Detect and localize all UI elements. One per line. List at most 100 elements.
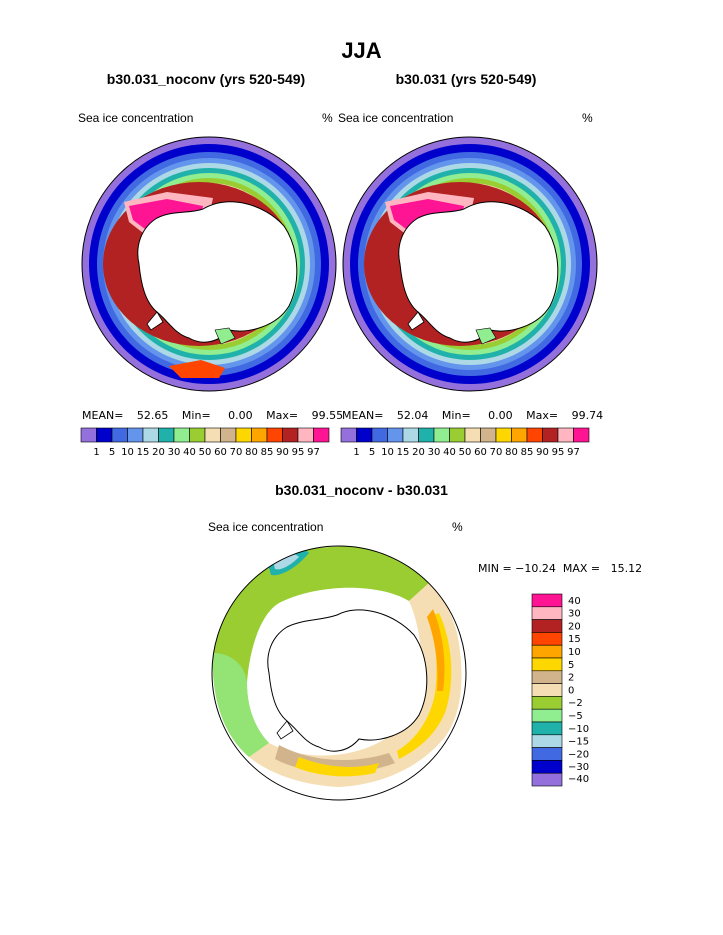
- right-mean-label: MEAN=: [342, 409, 384, 422]
- colorbar-label: 20: [152, 447, 165, 458]
- colorbar-swatch: [433, 427, 450, 443]
- map-left: [81, 136, 337, 392]
- diff-minmax: MIN = −10.24 MAX = 15.12: [478, 562, 643, 575]
- diff-colorbar-swatch: [531, 734, 563, 748]
- colorbar-swatch: [189, 427, 206, 443]
- diff-colorbar-swatch: [531, 683, 563, 697]
- colorbar-swatch: [142, 427, 159, 443]
- colorbar-swatch: [511, 427, 528, 443]
- diff-title: b30.031_noconv - b30.031: [275, 482, 448, 498]
- panel-right-title: b30.031 (yrs 520-549): [395, 71, 537, 87]
- left-stats: MEAN= 52.65 Min= 0.00 Max= 99.55: [82, 409, 343, 422]
- colorbar-swatch: [127, 427, 144, 443]
- diff-colorbar-swatch: [531, 708, 563, 723]
- colorbar-swatch: [313, 427, 330, 443]
- left-min-value: 0.00: [228, 409, 253, 422]
- colorbar-label: 40: [443, 447, 456, 458]
- diff-colorbar-label: 15: [568, 634, 581, 645]
- colorbar-swatch: [402, 427, 419, 443]
- right-min-label: Min=: [441, 409, 471, 422]
- diff-colorbar-label: −10: [568, 724, 589, 735]
- colorbar-swatch: [464, 427, 481, 443]
- colorbar-label: 80: [245, 447, 258, 458]
- colorbar-swatch: [204, 427, 221, 443]
- diff-colorbar-label: −40: [568, 774, 589, 785]
- colorbar-label: 1: [93, 447, 99, 458]
- diff-colorbar-label: −30: [568, 762, 589, 773]
- colorbar-label: 90: [536, 447, 549, 458]
- colorbar-swatch: [96, 427, 113, 443]
- colorbar-label: 15: [397, 447, 410, 458]
- diff-variable: Sea ice concentration: [208, 520, 324, 534]
- map-right: [342, 136, 598, 392]
- colorbar-label: 10: [121, 447, 134, 458]
- diff-colorbar-swatch: [531, 696, 563, 710]
- colorbar-label: 97: [307, 447, 320, 458]
- colorbar-label: 70: [490, 447, 503, 458]
- diff-colorbar-label: −15: [568, 737, 589, 748]
- right-max-value: 99.74: [571, 409, 604, 422]
- diff-colorbar-swatch: [531, 644, 563, 659]
- colorbar-swatch: [526, 427, 543, 443]
- left-max-label: Max=: [266, 409, 299, 422]
- panel-right-variable: Sea ice concentration: [338, 111, 454, 125]
- diff-colorbar-swatch: [531, 606, 563, 620]
- colorbar-swatch: [297, 427, 314, 443]
- diff-colorbar-swatch: [531, 619, 563, 633]
- colorbar-swatch: [371, 427, 388, 443]
- diff-colorbar-label: 5: [568, 660, 574, 671]
- diff-colorbar-label: −2: [568, 698, 583, 709]
- colorbar-label: 80: [505, 447, 518, 458]
- diff-colorbar-label: −5: [568, 711, 583, 722]
- colorbar-swatch: [251, 427, 268, 443]
- colorbar-label: 95: [552, 447, 565, 458]
- colorbar-label: 20: [412, 447, 425, 458]
- colorbar-right: 1 5 10 15 20 30 40 50 60 70 80 85 90 95 97: [340, 427, 590, 458]
- diff-colorbar-swatch: [531, 760, 563, 774]
- left-mean-value: 52.65: [136, 409, 169, 422]
- diff-colorbar-swatch: [531, 772, 563, 787]
- colorbar-swatch: [418, 427, 435, 443]
- colorbar-label: 50: [199, 447, 212, 458]
- diff-colorbar-swatch: [531, 657, 563, 672]
- season-title: JJA: [341, 38, 382, 63]
- colorbar-swatch: [557, 427, 574, 443]
- colorbar-swatch: [173, 427, 190, 443]
- colorbar-left: 1 5 10 15 20 30 40 50 60 70 80 85 90 95 97: [80, 427, 330, 458]
- diff-colorbar-label: −20: [568, 749, 589, 760]
- colorbar-swatch: [80, 427, 97, 443]
- colorbar-swatch: [356, 427, 373, 443]
- left-max-value: 99.55: [311, 409, 344, 422]
- colorbar-label: 5: [109, 447, 115, 458]
- diff-colorbar-swatch: [531, 632, 563, 646]
- colorbar-label: 5: [369, 447, 375, 458]
- colorbar-label: 40: [183, 447, 196, 458]
- colorbar-label: 85: [521, 447, 534, 458]
- colorbar-swatch: [387, 427, 404, 443]
- diff-colorbar-label: 20: [568, 621, 581, 632]
- panel-right-units: %: [582, 111, 593, 125]
- colorbar-swatch: [573, 427, 590, 443]
- colorbar-swatch: [266, 427, 283, 443]
- diff-colorbar-swatch: [531, 670, 563, 684]
- colorbar-label: 85: [261, 447, 274, 458]
- colorbar-swatch: [158, 427, 175, 443]
- colorbar-swatch: [220, 427, 237, 443]
- right-stats: MEAN= 52.04 Min= 0.00 Max= 99.74: [342, 409, 603, 422]
- diff-colorbar-swatch: [531, 721, 563, 736]
- diff-colorbar-label: 2: [568, 673, 574, 684]
- colorbar-swatch: [340, 427, 357, 443]
- panel-left-units: %: [322, 111, 333, 125]
- colorbar-label: 97: [567, 447, 580, 458]
- right-max-label: Max=: [526, 409, 559, 422]
- diff-colorbar-label: 30: [568, 609, 581, 620]
- colorbar-swatch: [111, 427, 128, 443]
- colorbar-swatch: [495, 427, 512, 443]
- colorbar-swatch: [235, 427, 252, 443]
- diff-colorbar-swatch: [531, 593, 563, 608]
- colorbar-label: 60: [214, 447, 227, 458]
- left-mean-label: MEAN=: [82, 409, 124, 422]
- colorbar-label: 1: [353, 447, 359, 458]
- colorbar-label: 95: [292, 447, 305, 458]
- colorbar-label: 15: [137, 447, 150, 458]
